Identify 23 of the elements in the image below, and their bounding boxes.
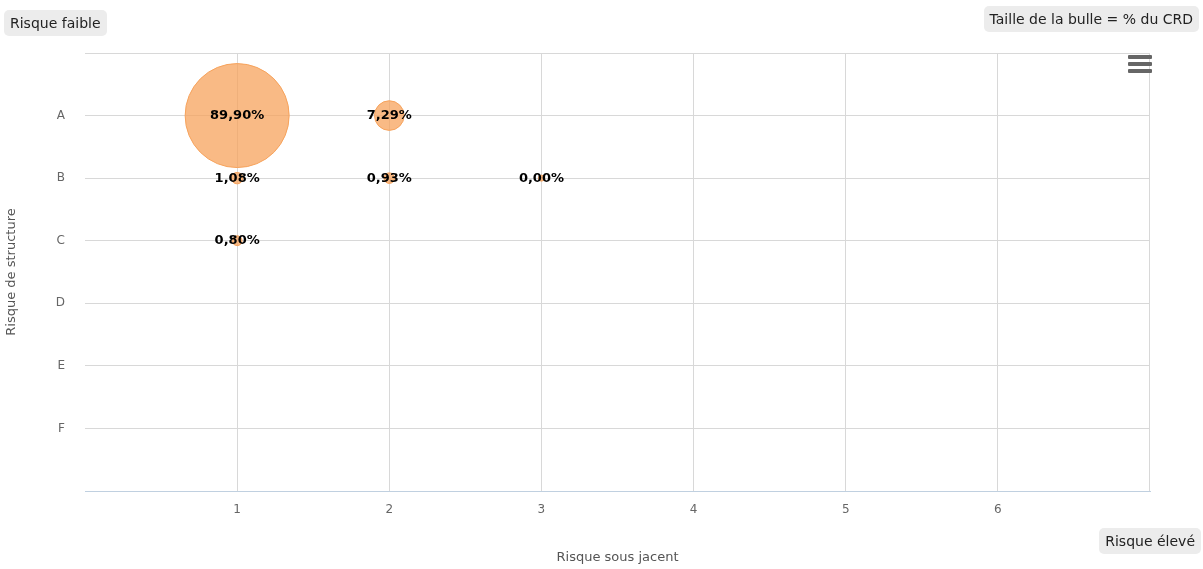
text: Risque faible — [4, 10, 107, 36]
x-tick-label: 3 — [537, 502, 546, 517]
annotation: 89,90% — [210, 106, 265, 122]
text: Taille de la bulle = % du CRD — [983, 6, 1199, 32]
y-tick-label: B — [56, 170, 65, 185]
x-tick-label: 4 — [689, 502, 698, 517]
x-tick-label: 6 — [994, 502, 1002, 517]
annotation: 0,00% — [518, 169, 564, 185]
annotation: 1,08% — [214, 169, 260, 185]
annotation: 0,93% — [366, 169, 412, 185]
y-tick-label: C — [56, 232, 65, 247]
y-tick-label: E — [57, 357, 65, 372]
y-tick-label: D — [55, 295, 65, 310]
annotation: 7,29% — [366, 106, 412, 122]
x-tick-label: 5 — [841, 502, 850, 517]
text: Risque élevé — [1099, 528, 1201, 554]
y-axis-title: Risque de structure — [3, 208, 19, 336]
y-tick-label: A — [56, 107, 66, 122]
annotation: 0,80% — [214, 232, 260, 248]
x-tick-label: 2 — [385, 502, 394, 517]
x-tick-label: 1 — [233, 502, 241, 517]
x-axis-title: Risque sous jacent — [556, 548, 679, 564]
y-tick-label: F — [58, 420, 66, 435]
